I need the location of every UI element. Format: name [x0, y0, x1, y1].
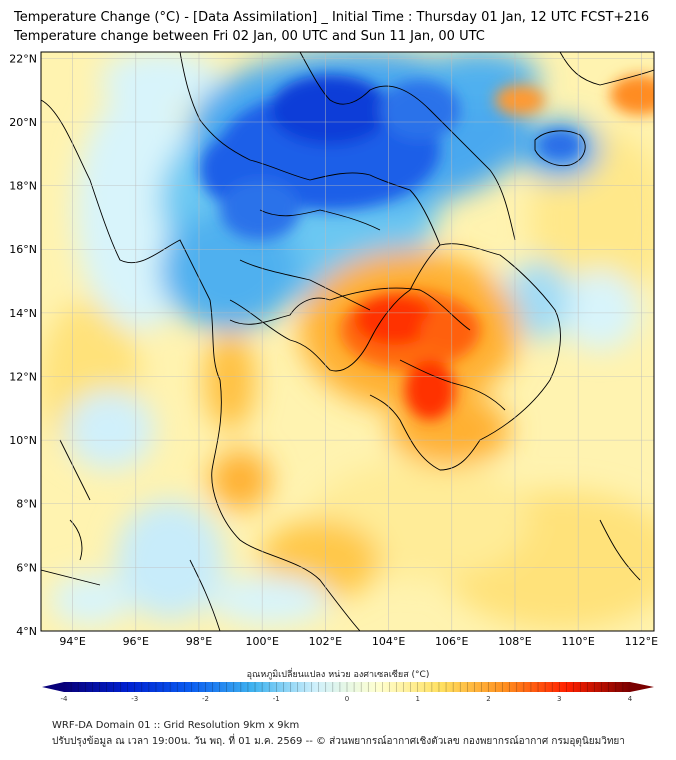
lon-tick-label: 104°E: [372, 635, 405, 648]
lat-tick-label: 14°N: [9, 307, 37, 320]
latitude-labels: 22°N 20°N 18°N 16°N 14°N 12°N 10°N 8°N 6°N 4°N: [9, 52, 37, 638]
lat-tick-label: 12°N: [9, 370, 37, 383]
lon-tick-label: 100°E: [245, 635, 278, 648]
lat-tick-label: 10°N: [9, 434, 37, 447]
lon-tick-label: 112°E: [625, 635, 658, 648]
colorbar-tick-label: 3: [557, 695, 561, 703]
map-subtitle: Temperature change between Fri 02 Jan, 0…: [14, 29, 485, 44]
colorbar: -4 -3 -2 -1 0 1 2 3 4: [42, 682, 654, 703]
footer-credits: ปรับปรุงข้อมูล ณ เวลา 19:00น. วัน พฤ. ที…: [52, 736, 625, 747]
lon-tick-label: 108°E: [498, 635, 531, 648]
colorbar-min-arrow: [42, 682, 64, 692]
footer-model-info: WRF-DA Domain 01 :: Grid Resolution 9km …: [52, 720, 300, 731]
lat-tick-label: 4°N: [16, 625, 37, 638]
coastlines-borders: [41, 52, 654, 631]
lat-tick-label: 6°N: [16, 561, 37, 574]
colorbar-max-arrow: [630, 682, 654, 692]
lat-tick-label: 18°N: [9, 180, 37, 193]
colorbar-tick-label: 1: [416, 695, 420, 703]
colorbar-divisions: [70, 682, 624, 692]
lon-tick-label: 96°E: [123, 635, 149, 648]
lat-tick-label: 16°N: [9, 243, 37, 256]
colorbar-tick-labels: -4 -3 -2 -1 0 1 2 3 4: [61, 695, 633, 703]
map-title: Temperature Change (°C) - [Data Assimila…: [14, 10, 650, 25]
colorbar-tick-label: -4: [61, 695, 69, 703]
temperature-field: [41, 52, 654, 631]
colorbar-tick-label: 4: [628, 695, 633, 703]
colorbar-label: อุณหภูมิเปลี่ยนแปลง หน่วย องศาเซลเซียส (…: [246, 670, 430, 680]
lon-tick-label: 110°E: [561, 635, 594, 648]
lat-tick-label: 8°N: [16, 498, 37, 511]
longitude-labels: 94°E 96°E 98°E 100°E 102°E 104°E 106°E 108°E 110…: [59, 635, 658, 648]
lon-tick-label: 102°E: [309, 635, 342, 648]
lat-tick-label: 22°N: [9, 52, 37, 65]
lon-tick-label: 94°E: [59, 635, 85, 648]
lat-tick-label: 20°N: [9, 116, 37, 129]
colorbar-tick-label: -2: [202, 695, 209, 703]
lon-tick-label: 98°E: [186, 635, 212, 648]
colorbar-tick-label: 2: [486, 695, 490, 703]
colorbar-tick-label: 0: [345, 695, 349, 703]
colorbar-tick-label: -3: [131, 695, 138, 703]
lon-tick-label: 106°E: [435, 635, 468, 648]
colorbar-tick-label: -1: [273, 695, 280, 703]
map-frame: [40, 51, 655, 632]
